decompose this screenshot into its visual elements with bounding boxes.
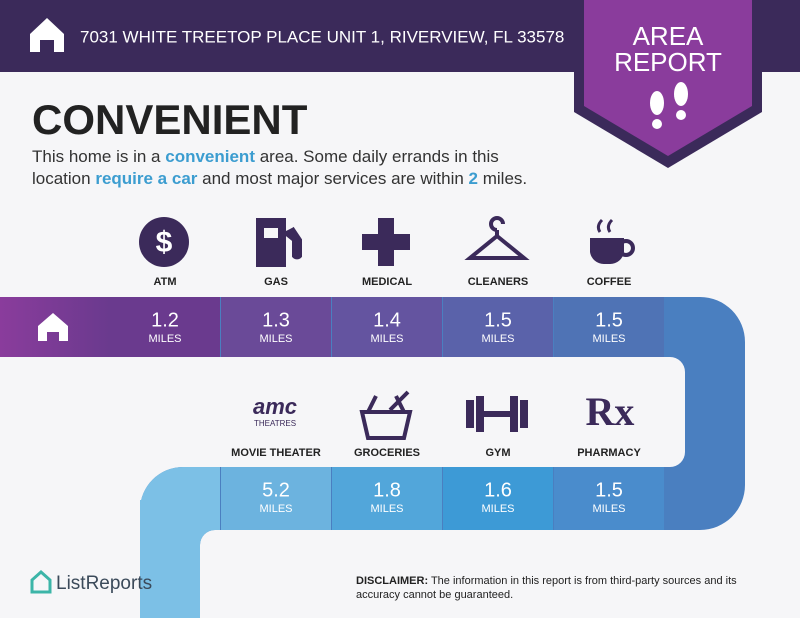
badge <box>584 0 752 156</box>
distance: 1.6 <box>484 479 512 501</box>
distance-cell <box>110 297 220 357</box>
distance-unit: MILES <box>370 503 403 515</box>
amenity-label: MOVIE THEATER <box>231 447 321 459</box>
route-band-curve <box>140 467 220 618</box>
amenity-label: ATM <box>153 276 176 288</box>
disclaimer: DISCLAIMER: The information in this repo… <box>356 574 776 602</box>
distance: 1.8 <box>373 479 401 501</box>
gas-icon <box>256 218 302 267</box>
distance: 1.2 <box>151 309 179 331</box>
distance-cell <box>554 467 664 530</box>
groceries-icon <box>359 410 413 440</box>
distance-cell <box>221 467 331 530</box>
text: and most major services are within <box>197 169 469 188</box>
amc-logo: amc <box>253 394 297 419</box>
cleaners-icon <box>464 216 530 260</box>
distance-cell <box>554 297 664 357</box>
distance: 1.3 <box>262 309 290 331</box>
distance: 1.5 <box>595 309 623 331</box>
medical-icon <box>362 218 410 266</box>
brand-icon <box>30 569 52 594</box>
distance-unit: MILES <box>370 333 403 345</box>
distance: 5.2 <box>262 479 290 501</box>
atm-symbol: $ <box>156 226 173 259</box>
amenity-label: GAS <box>264 276 288 288</box>
distance-unit: MILES <box>592 333 625 345</box>
atm-icon <box>139 217 189 267</box>
address: 7031 WHITE TREETOP PLACE UNIT 1, RIVERVI… <box>80 27 564 46</box>
text: This home is in a <box>32 147 166 166</box>
footprints-icon <box>650 82 688 129</box>
distance: 1.5 <box>595 479 623 501</box>
pharmacy-icon: Rx <box>586 389 635 434</box>
distance-cell <box>221 297 331 357</box>
amc-logo-sub: THEATRES <box>254 419 296 428</box>
text: area. Some daily errands in this locatio… <box>32 147 499 188</box>
amenity-label: CLEANERS <box>468 276 529 288</box>
amenity-label: PHARMACY <box>577 447 641 459</box>
badge-line2: REPORT <box>614 47 722 77</box>
distance: 1.5 <box>484 309 512 331</box>
brand: ListReports <box>56 573 152 594</box>
distance-cell <box>443 467 553 530</box>
distance-unit: MILES <box>148 333 181 345</box>
amenity-label: COFFEE <box>587 276 632 288</box>
home-icon <box>30 18 64 52</box>
distance-unit: MILES <box>592 503 625 515</box>
disclaimer-text: The information in this report is from t… <box>356 575 737 601</box>
amenity-label: MEDICAL <box>362 276 412 288</box>
distance-unit: MILES <box>481 333 514 345</box>
description: This home is in a convenient area. Some … <box>32 146 562 190</box>
heading: CONVENIENT <box>32 96 308 143</box>
distance-unit: MILES <box>481 503 514 515</box>
distance: 1.4 <box>373 309 401 331</box>
route-home-icon <box>38 313 68 341</box>
icons: $ amc THEATRES Rx <box>139 216 635 440</box>
distance-cell <box>443 297 553 357</box>
amenity-label: GROCERIES <box>354 447 420 459</box>
badge-line1: AREA <box>633 21 704 51</box>
gym-icon <box>484 411 510 417</box>
amenity-label: GYM <box>485 447 510 459</box>
distance-unit: MILES <box>259 503 292 515</box>
coffee-icon <box>590 238 624 265</box>
distance-unit: MILES <box>259 333 292 345</box>
distance-cell <box>332 467 442 530</box>
highlight: 2 <box>468 169 479 188</box>
highlight: convenient <box>165 147 255 166</box>
distance-cell <box>332 297 442 357</box>
highlight: require a car <box>95 169 198 188</box>
disclaimer-label: DISCLAIMER: <box>356 575 429 587</box>
text: miles. <box>478 169 528 188</box>
